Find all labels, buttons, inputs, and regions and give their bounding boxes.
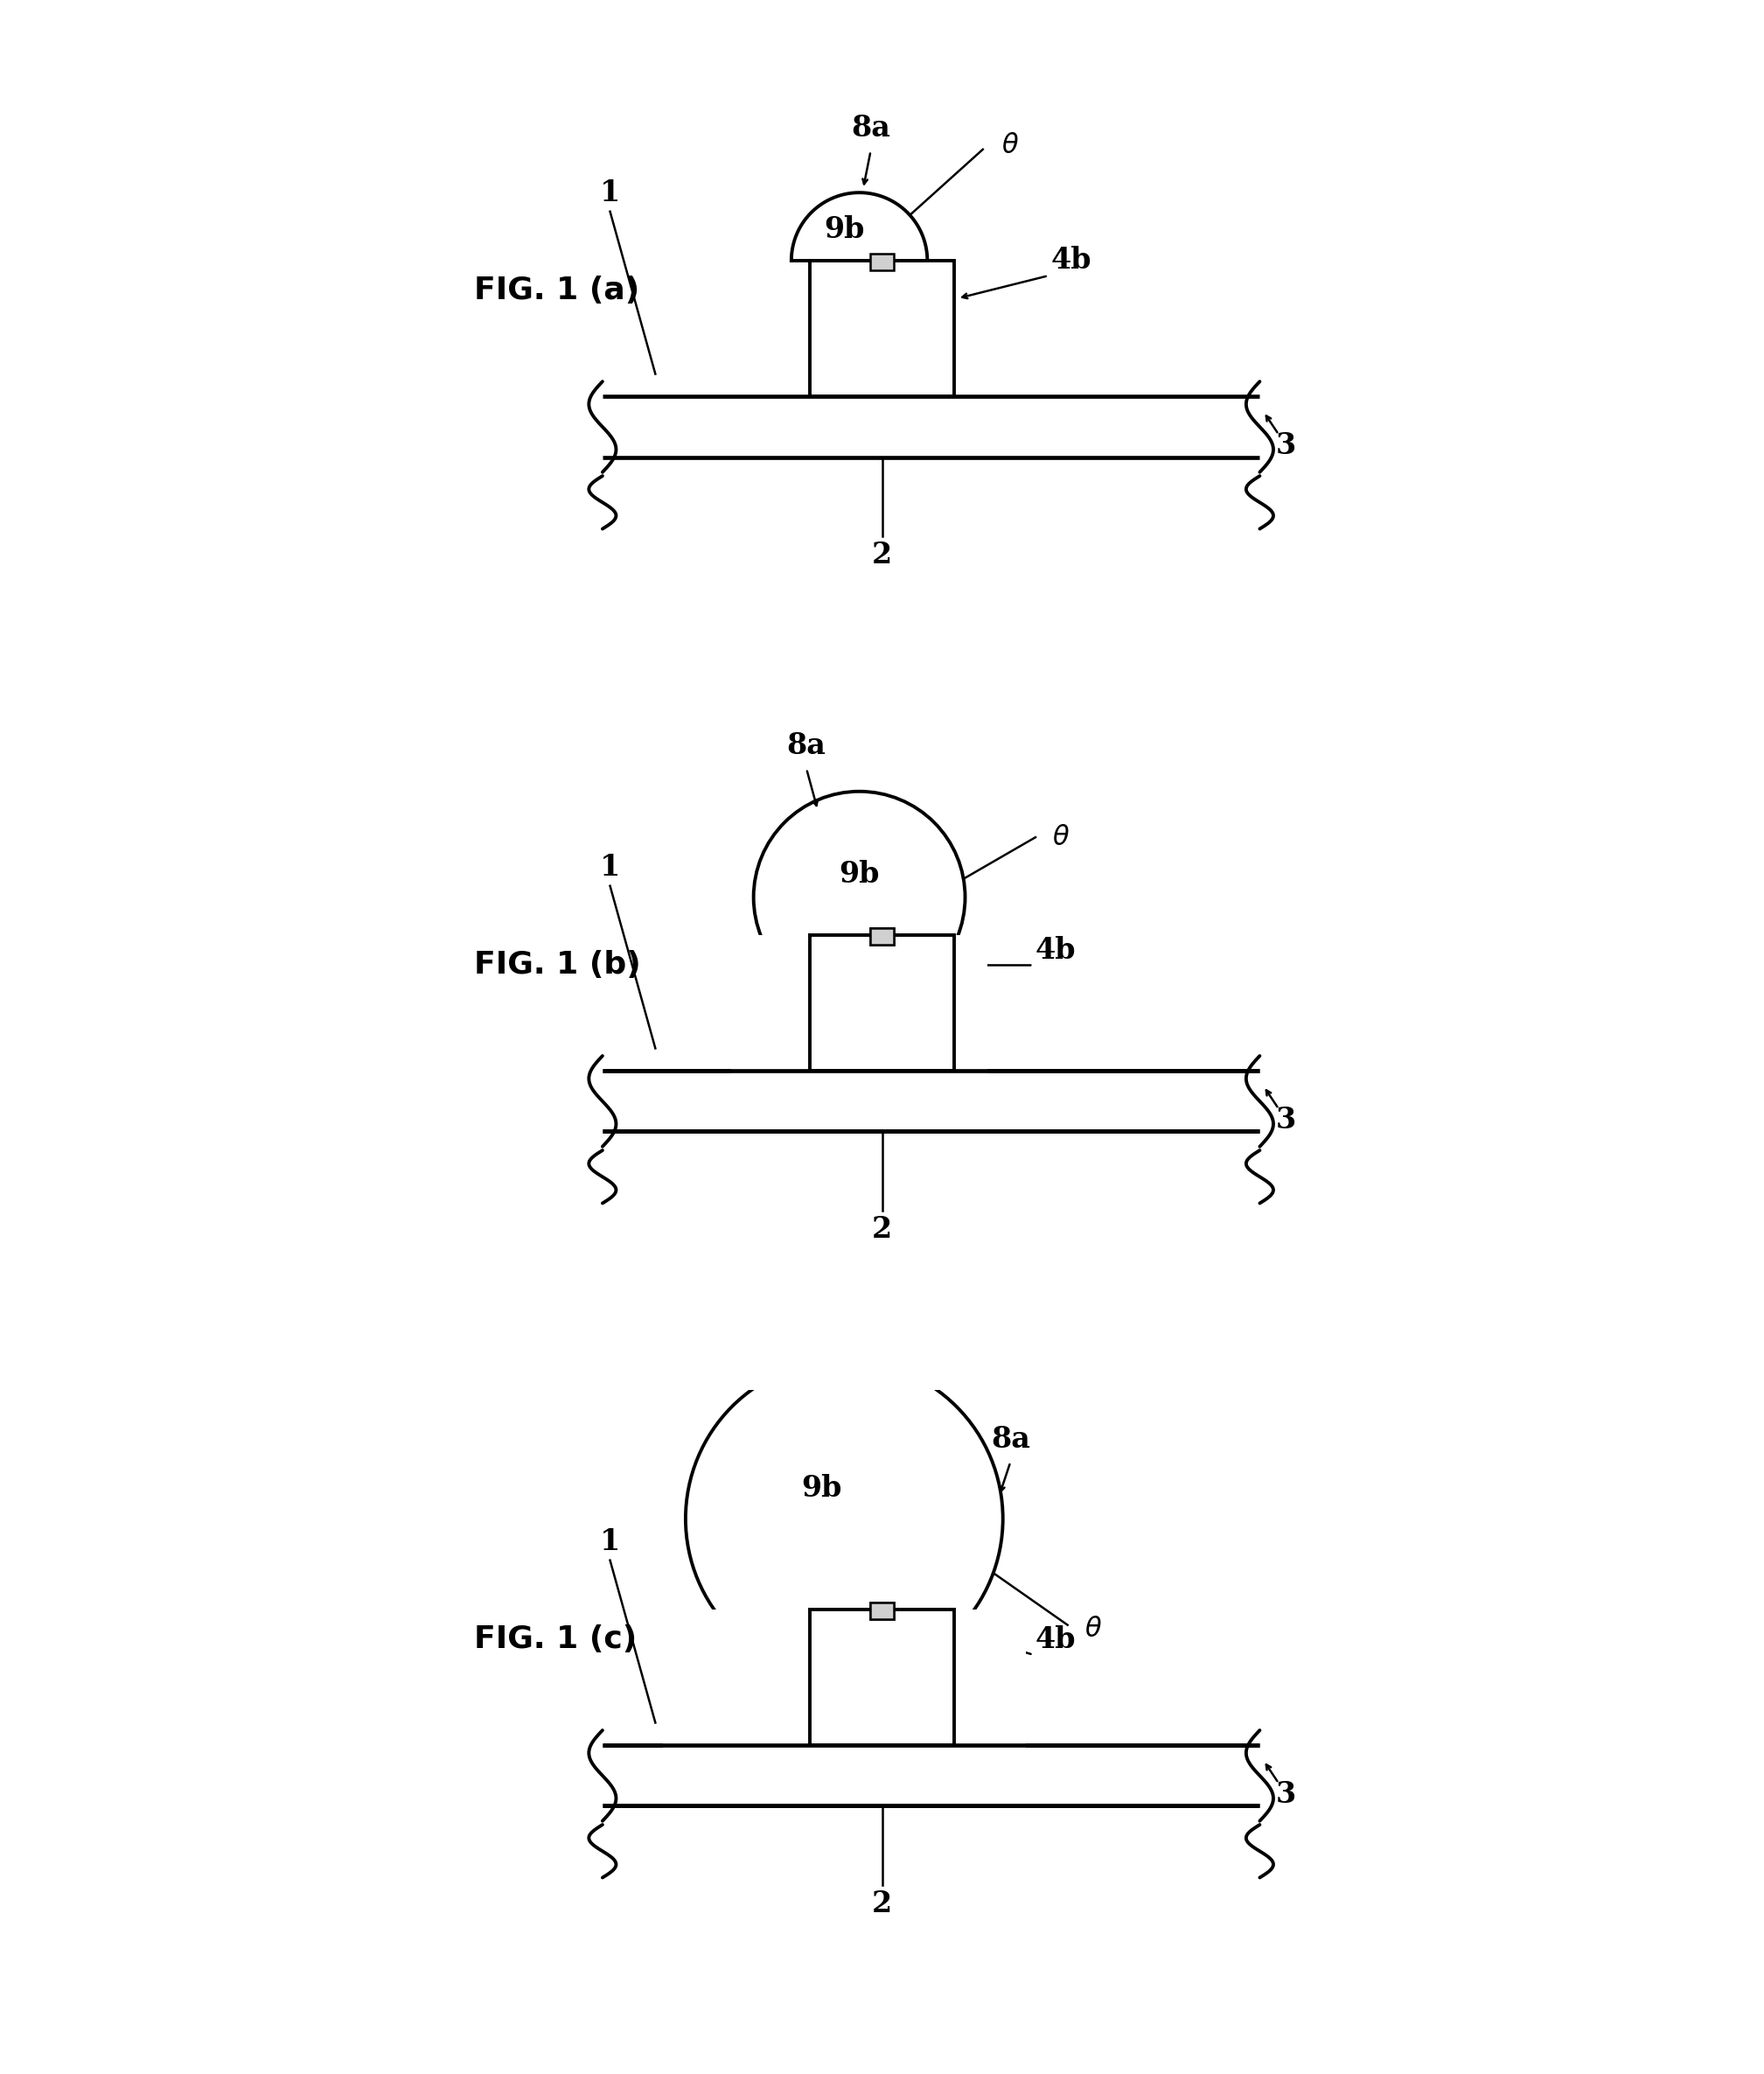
Text: 4b: 4b [1035, 935, 1076, 964]
Text: 8a: 8a [787, 732, 826, 761]
Text: 4b: 4b [1051, 247, 1092, 276]
Text: 9b: 9b [824, 216, 864, 245]
Text: 8a: 8a [850, 114, 891, 143]
Bar [810, 261, 954, 396]
Text: 2: 2 [871, 541, 893, 570]
Text: 1: 1 [600, 178, 621, 207]
Bar [870, 1603, 894, 1620]
Text: 1: 1 [600, 852, 621, 881]
Text: 3: 3 [1275, 431, 1297, 460]
Text: 9b: 9b [840, 861, 880, 890]
Text: $\theta$: $\theta$ [1085, 1616, 1102, 1641]
Bar [810, 1609, 954, 1746]
Text: 8a: 8a [991, 1425, 1030, 1454]
Text: 3: 3 [1275, 1105, 1297, 1134]
Text: 2: 2 [871, 1215, 893, 1244]
Text: 4b: 4b [1035, 1626, 1076, 1655]
Bar [870, 929, 894, 946]
Text: FIG. 1 (c): FIG. 1 (c) [475, 1624, 637, 1655]
Text: 3: 3 [1275, 1779, 1297, 1809]
Bar [870, 1603, 894, 1620]
Bar [810, 1609, 954, 1746]
Text: 1: 1 [600, 1526, 621, 1556]
Bar [810, 935, 954, 1070]
Bar [810, 935, 954, 1070]
Text: 2: 2 [871, 1889, 893, 1918]
Text: FIG. 1 (a): FIG. 1 (a) [475, 276, 640, 305]
Text: 9b: 9b [801, 1475, 841, 1504]
Text: $\theta$: $\theta$ [1002, 133, 1020, 158]
Bar [663, 1609, 1025, 1761]
Bar [870, 929, 894, 946]
Text: FIG. 1 (b): FIG. 1 (b) [475, 950, 640, 981]
Bar [870, 253, 894, 270]
Text: $\theta$: $\theta$ [1051, 825, 1069, 850]
Bar [730, 935, 988, 1087]
